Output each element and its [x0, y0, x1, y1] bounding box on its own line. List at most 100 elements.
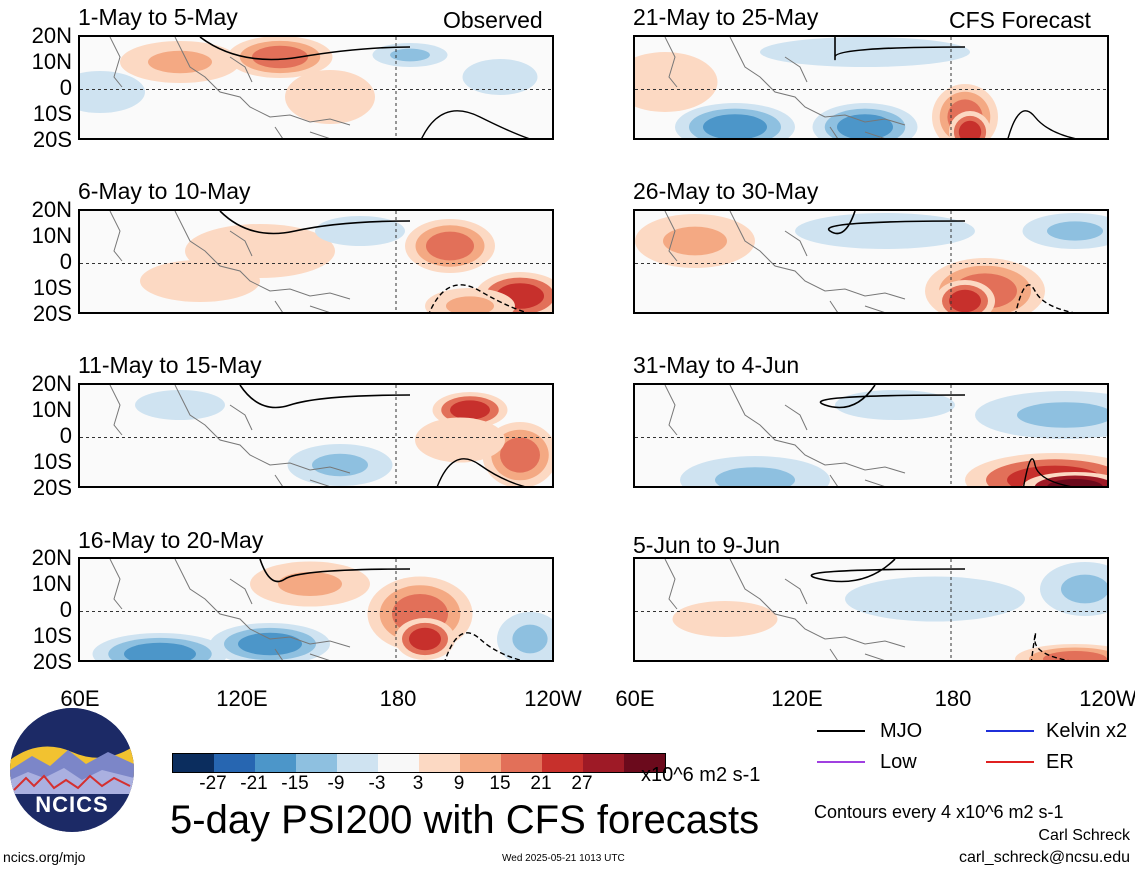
- lat-label: 10N: [31, 571, 72, 596]
- colorbar-label: 3: [412, 773, 424, 794]
- lat-label: 20N: [31, 371, 72, 396]
- lat-label: 20N: [31, 197, 72, 222]
- anomaly-shading: [168, 269, 232, 293]
- psi200-field: [80, 559, 552, 660]
- observed-tag: Observed: [443, 7, 543, 33]
- anomaly-shading: [958, 120, 982, 138]
- colorbar-label: 27: [571, 773, 593, 794]
- site-link[interactable]: ncics.org/mjo: [3, 849, 86, 865]
- author-email[interactable]: carl_schreck@ncsu.edu: [959, 849, 1130, 866]
- colorbar: [172, 753, 666, 773]
- lat-label: 10S: [32, 623, 72, 648]
- panel-title: 16-May to 20-May: [78, 527, 264, 553]
- psi200-map: [78, 35, 554, 140]
- colorbar-label: -3: [368, 773, 386, 794]
- legend-low: Low: [880, 751, 917, 773]
- lon-label-120e: 120E: [771, 686, 823, 711]
- colorbar-swatch: [419, 754, 460, 772]
- anomaly-shading: [863, 397, 927, 413]
- lat-label: 0: [59, 75, 72, 100]
- colorbar-label: -15: [281, 773, 309, 794]
- lon-label-120w: 120W: [524, 686, 582, 711]
- psi200-field: [635, 37, 1107, 138]
- mjo-contour: [1030, 632, 1070, 660]
- colorbar-swatch: [255, 754, 296, 772]
- psi200-map: [78, 383, 554, 488]
- forecast-tag: CFS Forecast: [949, 7, 1091, 33]
- anomaly-shading: [480, 67, 520, 87]
- mjo-contour: [239, 385, 411, 409]
- lat-label: 10N: [31, 223, 72, 248]
- psi200-field: [635, 559, 1107, 660]
- lon-label-180: 180: [379, 686, 417, 711]
- psi200-field: [80, 37, 552, 138]
- mjo-contour: [219, 211, 411, 235]
- colorbar-swatch: [460, 754, 501, 772]
- coastline: [109, 211, 351, 312]
- colorbar-swatch: [542, 754, 583, 772]
- anomaly-shading: [426, 231, 474, 261]
- panel-title: 26-May to 30-May: [633, 178, 819, 204]
- psi200-map: [633, 35, 1109, 140]
- psi200-field: [635, 385, 1107, 486]
- anomaly-shading: [252, 45, 308, 69]
- anomaly-shading: [124, 642, 196, 660]
- colorbar-label: -27: [199, 773, 227, 794]
- colorbar-swatch: [214, 754, 255, 772]
- anomaly-shading: [637, 66, 693, 98]
- anomaly-shading: [450, 400, 490, 420]
- colorbar-swatch: [501, 754, 542, 772]
- anomaly-shading: [156, 397, 204, 413]
- lat-label: 10S: [32, 449, 72, 474]
- lat-label: 20S: [32, 301, 72, 326]
- lat-label: 20S: [32, 475, 72, 500]
- mjo-contour: [1015, 284, 1074, 312]
- anomaly-shading: [949, 289, 981, 312]
- panel-title: 6-May to 10-May: [78, 178, 251, 204]
- anomaly-shading: [238, 632, 302, 656]
- anomaly-shading: [703, 114, 767, 138]
- mjo-contour: [259, 559, 411, 583]
- lat-label: 0: [59, 597, 72, 622]
- colorbar-label: -21: [240, 773, 268, 794]
- mjo-contour: [199, 37, 411, 61]
- mjo-contour: [429, 284, 528, 312]
- anomaly-shading: [220, 236, 300, 266]
- low-line-icon: [817, 761, 865, 763]
- lat-label: 10S: [32, 101, 72, 126]
- psi200-field: [635, 211, 1107, 312]
- colorbar-swatch: [296, 754, 337, 772]
- mjo-contour: [834, 37, 966, 61]
- anomaly-shading: [512, 624, 548, 654]
- coastline: [109, 37, 351, 138]
- anomaly-shading: [1017, 402, 1107, 428]
- anomaly-shading: [1061, 574, 1107, 604]
- colorbar-swatch: [173, 754, 214, 772]
- anomaly-shading: [80, 80, 124, 104]
- colorbar-swatch: [583, 754, 624, 772]
- colorbar-label: 9: [453, 773, 465, 794]
- anomaly-shading: [809, 44, 921, 60]
- anomaly-shading: [697, 609, 753, 629]
- lat-label: 20N: [31, 545, 72, 570]
- psi200-map: [633, 209, 1109, 314]
- anomaly-shading: [278, 572, 342, 596]
- lat-label: 10N: [31, 397, 72, 422]
- lon-label-120e: 120E: [216, 686, 268, 711]
- coastline: [664, 211, 906, 312]
- panel-title: 5-Jun to 9-Jun: [633, 532, 781, 558]
- anomaly-shading: [1043, 651, 1107, 660]
- lon-label-180: 180: [934, 686, 972, 711]
- contour-note: Contours every 4 x10^6 m2 s-1: [814, 802, 1064, 822]
- lat-label: 0: [59, 249, 72, 274]
- mjo-contour: [827, 211, 966, 235]
- lat-label: 10S: [32, 275, 72, 300]
- coastline: [664, 559, 906, 660]
- colorbar-label: 15: [489, 773, 511, 794]
- colorbar-swatch: [624, 754, 665, 772]
- colorbar-label: -9: [327, 773, 345, 794]
- anomaly-shading: [663, 226, 727, 256]
- anomaly-shading: [837, 114, 893, 138]
- anomaly-shading: [837, 221, 933, 241]
- coastline: [664, 37, 906, 138]
